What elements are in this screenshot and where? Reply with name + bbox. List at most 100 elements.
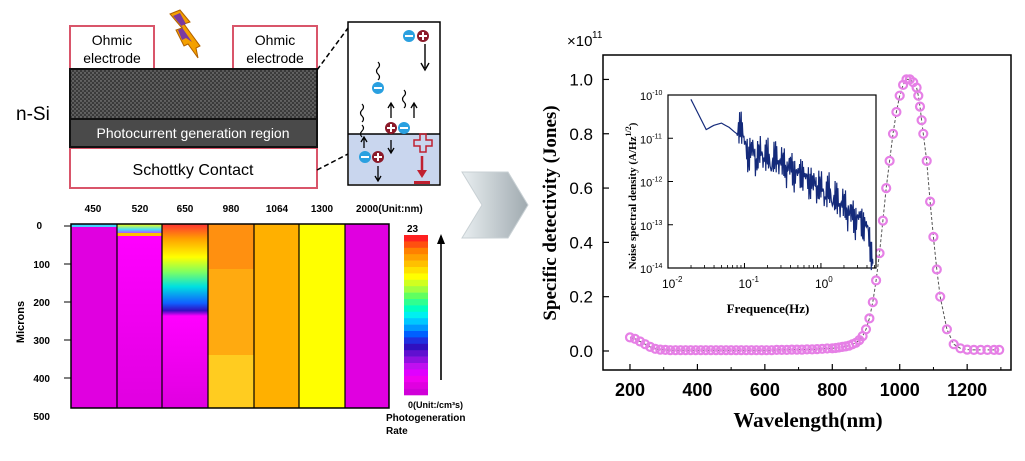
detectivity-point xyxy=(634,336,646,347)
hole-outline-icon xyxy=(413,133,433,153)
detectivity-point xyxy=(655,344,666,355)
ohmic-electrode-left xyxy=(69,25,155,71)
detectivity-point xyxy=(918,128,929,139)
map-ytick-500: 500 xyxy=(33,412,50,423)
detectivity-point xyxy=(731,345,742,356)
photogeneration-map: 450 520 650 980 1064 1300 2000(Unit:nm) … xyxy=(15,204,465,437)
wl-label-1064: 1064 xyxy=(266,204,289,215)
photon-wave-2 xyxy=(359,103,365,123)
main-ytick-label: 0.4 xyxy=(569,233,593,252)
colorbar-segment xyxy=(404,382,428,389)
column-1064 xyxy=(254,224,299,408)
carrier-hole-2 xyxy=(385,122,397,134)
wl-label-650: 650 xyxy=(177,204,194,215)
carrier-hole-1 xyxy=(417,30,429,42)
colorbar-segment xyxy=(404,356,428,364)
detectivity-point xyxy=(864,313,875,324)
photocurrent-label: Photocurrent generation region xyxy=(96,125,289,141)
inset-xtick-label: 10-1 xyxy=(738,275,759,291)
inset-ytick-label: 10-13 xyxy=(640,220,662,233)
detectivity-point xyxy=(645,341,656,352)
detectivity-point xyxy=(975,344,986,355)
column-520 xyxy=(117,224,162,408)
colorbar-segment xyxy=(404,318,428,325)
inset-ytick-label: 10-10 xyxy=(640,90,662,103)
colorbar-segment xyxy=(404,337,428,345)
main-plot-frame xyxy=(602,54,1012,371)
colorbar-segment xyxy=(404,331,428,338)
main-xtick-label: 400 xyxy=(682,380,712,400)
detectivity-point xyxy=(680,345,691,356)
inset-ytick-label: 10-14 xyxy=(640,263,662,276)
red-bar xyxy=(414,181,430,184)
main-ytick-label: 0.6 xyxy=(569,179,593,198)
detectivity-point xyxy=(884,155,895,166)
detectivity-point xyxy=(756,345,767,356)
main-ytick-label: 0.8 xyxy=(569,125,593,144)
detectivity-point xyxy=(725,345,737,356)
colorbar-segment xyxy=(404,235,428,242)
colorbar-segment xyxy=(404,247,428,255)
carrier-electron-1 xyxy=(403,30,415,42)
detectivity-point xyxy=(806,344,818,355)
column-1300 xyxy=(299,224,345,408)
detectivity-point xyxy=(690,345,701,356)
detectivity-point xyxy=(894,90,905,101)
main-xtick-label: 1200 xyxy=(947,380,987,400)
colorbar-segment xyxy=(404,369,428,377)
colorbar-segment xyxy=(404,343,428,351)
colorbar-min-label: 0(Unit:/cm³s) xyxy=(408,400,463,410)
main-xtick-label: 800 xyxy=(817,380,847,400)
colorbar-segment xyxy=(404,363,428,370)
multiplier-label: ×10 xyxy=(567,33,592,50)
colorbar-segment xyxy=(404,388,428,396)
map-ytick-200: 200 xyxy=(33,298,50,309)
detectivity-point xyxy=(624,332,636,343)
detectivity-point xyxy=(994,344,1005,355)
photon-wave-1 xyxy=(375,61,381,81)
ohmic-left-line2: electrode xyxy=(83,50,141,66)
map-y-label: Microns xyxy=(15,301,27,343)
detectivity-point xyxy=(776,344,787,355)
colorbar-segment xyxy=(404,260,428,268)
main-xtick-label: 600 xyxy=(750,380,780,400)
colorbar-segment xyxy=(404,267,428,274)
device-schematic: Ohmic electrode Ohmic electrode Schottky… xyxy=(16,9,441,189)
detectivity-point xyxy=(786,344,797,355)
zoom-line-top xyxy=(316,27,349,71)
inset-plot-frame xyxy=(667,94,877,269)
detectivity-point xyxy=(736,345,747,356)
main-ylabel: Specific detectivity (Jones) xyxy=(540,105,561,320)
column-450 xyxy=(71,224,117,408)
inset-ytick-label: 10-12 xyxy=(640,177,662,190)
colorbar-segment xyxy=(404,324,428,332)
detectivity-point xyxy=(916,115,927,126)
detectivity-point xyxy=(791,344,803,355)
colorbar-segment xyxy=(404,241,428,249)
colorbar-title-line2: Rate xyxy=(386,426,408,437)
detectivity-point xyxy=(650,343,661,354)
detectivity-point xyxy=(700,345,711,356)
detectivity-point xyxy=(715,345,727,356)
detectivity-point xyxy=(710,345,722,356)
detectivity-point xyxy=(746,345,757,356)
zoom-line-bottom xyxy=(316,153,349,171)
detectivity-point xyxy=(670,345,681,356)
detectivity-point xyxy=(877,215,889,226)
colorbar-segment xyxy=(404,375,428,383)
detectivity-point xyxy=(685,345,696,356)
detectivity-point xyxy=(720,345,732,356)
light-bolt-icon xyxy=(169,9,201,59)
detectivity-point xyxy=(741,345,752,356)
wl-label-1300: 1300 xyxy=(311,204,334,215)
map-ytick-100: 100 xyxy=(33,260,50,271)
detectivity-point xyxy=(867,297,878,308)
detectivity-point xyxy=(705,345,717,356)
schottky-label: Schottky Contact xyxy=(133,162,255,179)
detectivity-point xyxy=(881,183,892,194)
detectivity-point xyxy=(660,344,671,355)
detectivity-point xyxy=(751,345,762,356)
flow-arrow xyxy=(461,171,529,239)
n-si-layer xyxy=(69,68,318,120)
detectivity-point xyxy=(928,231,939,242)
